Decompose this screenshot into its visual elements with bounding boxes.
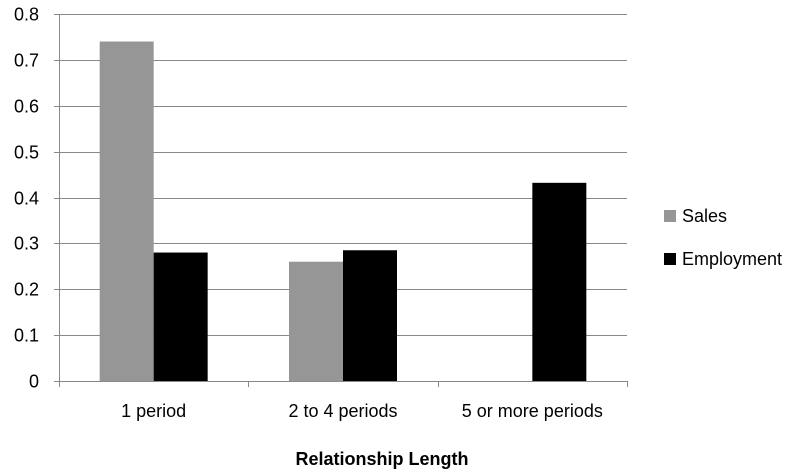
legend-label-employment: Employment [682,249,782,269]
y-tick-label: 0.6 [14,97,39,117]
axes [54,14,628,387]
y-tick-label: 0.8 [14,5,39,25]
bar-employment [532,182,587,381]
x-tick-label: 1 period [121,401,186,421]
x-axis-title: Relationship Length [296,449,469,469]
legend-label-sales: Sales [682,206,727,226]
bar-sales [289,261,343,381]
y-tick-labels: 0 0.1 0.2 0.3 0.4 0.5 0.6 0.7 0.8 [14,5,39,392]
y-tick-label: 0.7 [14,51,39,71]
legend-swatch-sales [664,210,676,222]
y-tick-label: 0.4 [14,189,39,209]
x-tick-label: 5 or more periods [462,401,603,421]
y-tick-label: 0.5 [14,143,39,163]
bar-employment [343,250,397,381]
bar-sales [99,41,154,382]
y-tick-label: 0 [29,372,39,392]
legend-swatch-employment [664,253,676,265]
y-tick-label: 0.2 [14,280,39,300]
legend: Sales Employment [664,206,782,269]
x-tick-label: 2 to 4 periods [288,401,397,421]
y-tick-label: 0.1 [14,326,39,346]
y-tick-label: 0.3 [14,234,39,254]
bars [99,41,587,382]
bar-employment [153,252,208,381]
x-tick-labels: 1 period 2 to 4 periods 5 or more periods [121,401,603,421]
